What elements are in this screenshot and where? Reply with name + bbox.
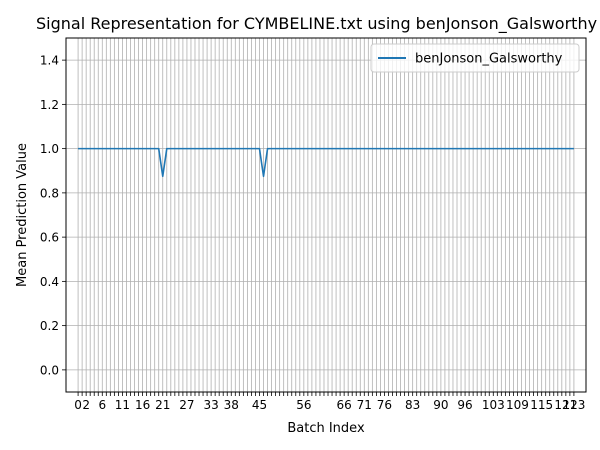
series-line	[78, 147, 574, 178]
x-tick-label: 123	[562, 398, 585, 412]
x-tick-label: 90	[433, 398, 448, 412]
x-tick-label: 2	[82, 398, 90, 412]
legend-label: benJonson_Galsworthy	[415, 52, 563, 67]
y-tick-label: 1.0	[40, 142, 59, 156]
x-tick-label: 66	[336, 398, 351, 412]
x-tick-label: 103	[482, 398, 505, 412]
x-tick-label: 11	[115, 398, 130, 412]
x-tick-label: 45	[252, 398, 267, 412]
x-tick-label: 76	[377, 398, 392, 412]
series-layer	[78, 147, 574, 178]
x-axis-label: Batch Index	[287, 421, 365, 436]
x-tick-label: 71	[357, 398, 372, 412]
chart-title: Signal Representation for CYMBELINE.txt …	[36, 14, 597, 34]
x-tick-label: 21	[155, 398, 170, 412]
x-tick-label: 33	[203, 398, 218, 412]
x-tick-label: 121	[554, 398, 577, 412]
x-tick-label: 56	[296, 398, 311, 412]
plot-frame	[65, 37, 587, 393]
x-tick-label: 38	[224, 398, 239, 412]
x-tick-label: 109	[506, 398, 529, 412]
y-tick-label: 1.4	[40, 54, 59, 68]
y-tick-label: 1.2	[40, 98, 59, 112]
y-tick-label: 0.8	[40, 186, 59, 200]
x-axis-ticks: 0 2 6 11 16 21 27 33 38 45 56 66 71 76 83 90 96 103 109 115…	[74, 392, 585, 412]
x-tick-label: 115	[530, 398, 553, 412]
legend: benJonson_Galsworthy	[370, 43, 580, 73]
x-tick-label: 96	[457, 398, 472, 412]
x-tick-label: 27	[179, 398, 194, 412]
x-tick-label: 16	[135, 398, 150, 412]
y-tick-label: 0.6	[40, 231, 59, 245]
y-axis-ticks: 0.0 0.2 0.4 0.6 0.8 1.0 1.2 1.4	[40, 54, 66, 377]
x-tick-label: 0	[74, 398, 82, 412]
x-tick-label: 83	[405, 398, 420, 412]
y-tick-label: 0.4	[40, 275, 59, 289]
y-axis-label: Mean Prediction Value	[15, 143, 30, 287]
y-tick-label: 0.0	[40, 363, 59, 377]
x-gridlines	[77, 38, 575, 392]
x-tick-label: 6	[98, 398, 106, 412]
legend-box	[370, 43, 580, 73]
y-tick-label: 0.2	[40, 319, 59, 333]
